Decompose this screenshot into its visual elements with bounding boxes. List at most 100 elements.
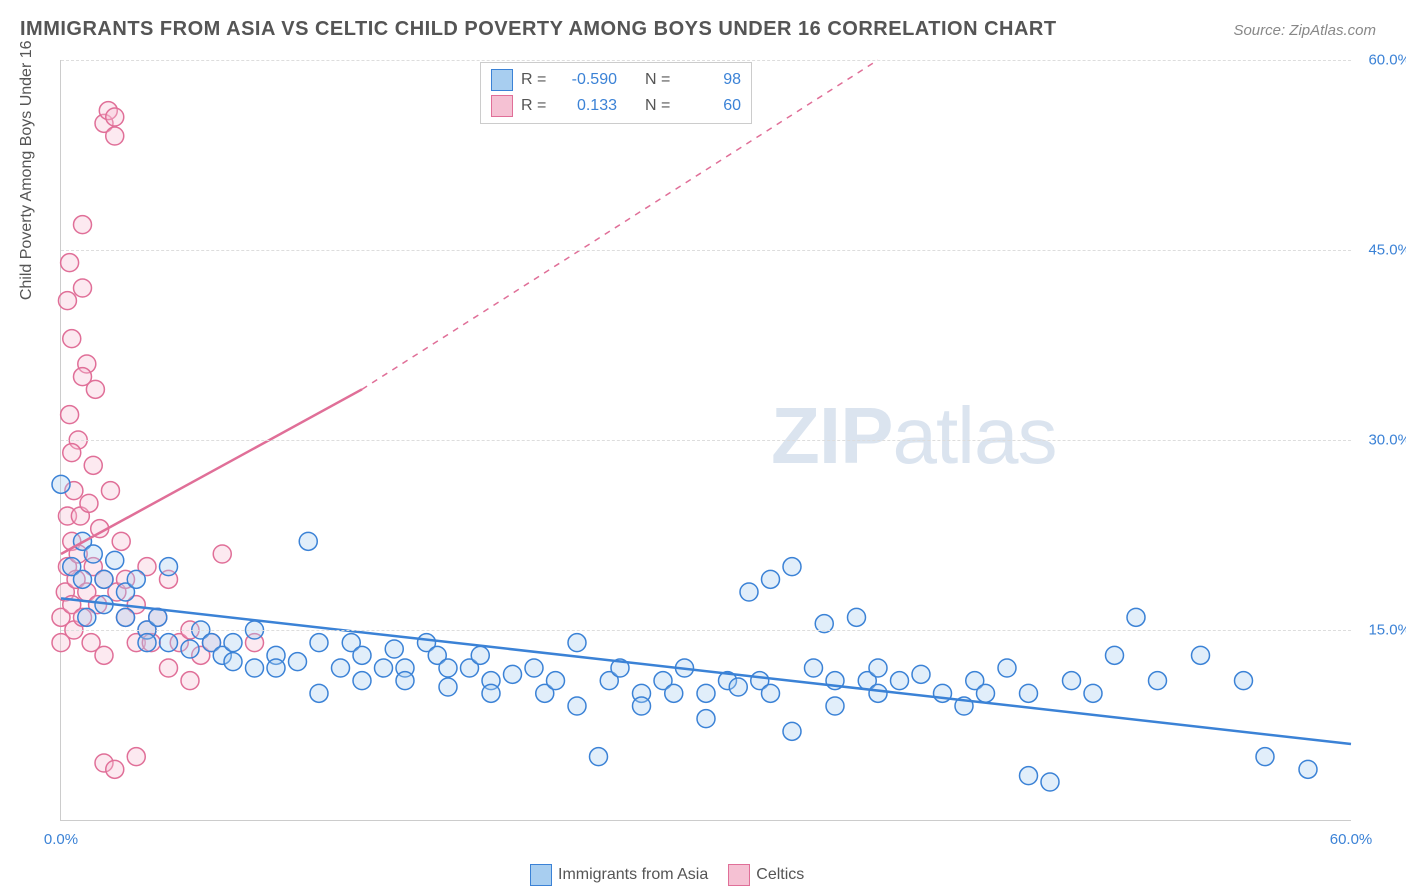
- legend-swatch-asia: [491, 69, 513, 91]
- data-point: [127, 748, 145, 766]
- data-point: [1256, 748, 1274, 766]
- data-point: [869, 659, 887, 677]
- data-point: [138, 634, 156, 652]
- data-point: [1149, 672, 1167, 690]
- data-point: [74, 216, 92, 234]
- data-point: [213, 545, 231, 563]
- data-point: [160, 659, 178, 677]
- data-point: [267, 659, 285, 677]
- data-point: [1106, 646, 1124, 664]
- data-point: [61, 254, 79, 272]
- data-point: [74, 279, 92, 297]
- data-point: [826, 697, 844, 715]
- y-tick-label: 60.0%: [1356, 52, 1406, 69]
- data-point: [52, 475, 70, 493]
- data-point: [471, 646, 489, 664]
- data-point: [1084, 684, 1102, 702]
- data-point: [353, 646, 371, 664]
- data-point: [117, 608, 135, 626]
- data-point: [80, 494, 98, 512]
- data-point: [353, 672, 371, 690]
- r-value-celtics: 0.133: [557, 97, 617, 115]
- data-point: [246, 659, 264, 677]
- data-point: [299, 532, 317, 550]
- x-tick-label: 0.0%: [44, 831, 78, 848]
- data-point: [84, 456, 102, 474]
- grid-line: [61, 60, 1351, 61]
- data-point: [127, 570, 145, 588]
- legend-row-celtics: R = 0.133 N = 60: [491, 93, 741, 119]
- data-point: [805, 659, 823, 677]
- data-point: [61, 406, 79, 424]
- data-point: [106, 551, 124, 569]
- legend-row-asia: R = -0.590 N = 98: [491, 67, 741, 93]
- grid-line: [61, 440, 1351, 441]
- grid-line: [61, 630, 1351, 631]
- data-point: [63, 444, 81, 462]
- data-point: [783, 558, 801, 576]
- n-label: N =: [645, 97, 673, 115]
- r-label: R =: [521, 97, 549, 115]
- data-point: [1299, 760, 1317, 778]
- data-point: [697, 710, 715, 728]
- data-point: [1020, 684, 1038, 702]
- data-point: [160, 558, 178, 576]
- series-legend: Immigrants from Asia Celtics: [530, 864, 804, 886]
- r-value-asia: -0.590: [557, 71, 617, 89]
- data-point: [181, 640, 199, 658]
- data-point: [568, 634, 586, 652]
- data-point: [95, 570, 113, 588]
- data-point: [1063, 672, 1081, 690]
- data-point: [106, 108, 124, 126]
- data-point: [547, 672, 565, 690]
- data-point: [74, 570, 92, 588]
- data-point: [106, 760, 124, 778]
- data-point: [396, 672, 414, 690]
- data-point: [633, 697, 651, 715]
- data-point: [224, 653, 242, 671]
- data-point: [729, 678, 747, 696]
- source-label: Source: ZipAtlas.com: [1233, 22, 1376, 39]
- data-point: [160, 634, 178, 652]
- y-tick-label: 45.0%: [1356, 242, 1406, 259]
- y-tick-label: 30.0%: [1356, 432, 1406, 449]
- data-point: [112, 532, 130, 550]
- data-point: [74, 368, 92, 386]
- n-value-celtics: 60: [681, 97, 741, 115]
- legend-item-celtics: Celtics: [728, 864, 804, 886]
- data-point: [439, 678, 457, 696]
- data-point: [869, 684, 887, 702]
- data-point: [101, 482, 119, 500]
- data-point: [439, 659, 457, 677]
- legend-label: Immigrants from Asia: [558, 866, 708, 884]
- data-point: [106, 127, 124, 145]
- chart-title: IMMIGRANTS FROM ASIA VS CELTIC CHILD POV…: [20, 18, 1057, 41]
- data-point: [375, 659, 393, 677]
- data-point: [78, 608, 96, 626]
- data-point: [977, 684, 995, 702]
- data-point: [590, 748, 608, 766]
- legend-swatch-icon: [530, 864, 552, 886]
- data-point: [568, 697, 586, 715]
- data-point: [740, 583, 758, 601]
- data-point: [1127, 608, 1145, 626]
- data-point: [58, 292, 76, 310]
- data-point: [224, 634, 242, 652]
- plot-area: ZIPatlas 15.0%30.0%45.0%60.0%0.0%60.0%: [60, 60, 1351, 821]
- data-point: [1192, 646, 1210, 664]
- y-tick-label: 15.0%: [1356, 622, 1406, 639]
- data-point: [1235, 672, 1253, 690]
- n-value-asia: 98: [681, 71, 741, 89]
- legend-swatch-icon: [728, 864, 750, 886]
- data-point: [665, 684, 683, 702]
- legend-label: Celtics: [756, 866, 804, 884]
- data-point: [912, 665, 930, 683]
- data-point: [783, 722, 801, 740]
- data-point: [891, 672, 909, 690]
- data-point: [181, 672, 199, 690]
- data-point: [762, 570, 780, 588]
- data-point: [95, 646, 113, 664]
- data-point: [697, 684, 715, 702]
- data-point: [84, 545, 102, 563]
- data-point: [998, 659, 1016, 677]
